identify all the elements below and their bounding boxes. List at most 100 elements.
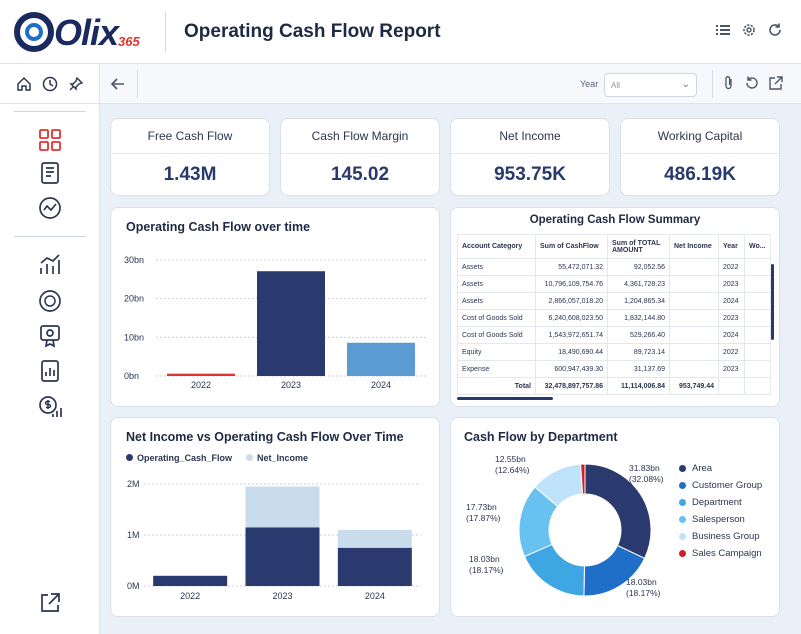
summary-table: Account Category Sum of CashFlow Sum of … [457,234,771,395]
open-external-icon[interactable] [768,75,784,91]
column-header[interactable]: Year [718,234,745,259]
operating-cash-flow-chart-card: Operating Cash Flow over time 0bn 10bn 20b… [110,207,440,407]
report-icon[interactable] [37,160,63,186]
legend-item[interactable]: Business Group [679,528,762,545]
table-cell [744,309,771,327]
back-arrow-icon[interactable] [108,74,128,94]
table-cell: 92,052.56 [607,258,670,276]
legend-label: Salesperson [692,514,745,525]
refresh-icon[interactable] [767,22,783,38]
divider [451,153,609,154]
logo-text: Olix [54,12,119,53]
kpi-value: 145.02 [330,164,390,185]
x-tick-label: 2022 [191,380,211,390]
net-income-vs-ocf-chart-card: Net Income vs Operating Cash Flow Over T… [110,417,440,617]
slice-value: 18.03bn [469,554,500,564]
legend-swatch [679,533,686,540]
legend-item[interactable]: Net_Income [246,453,308,463]
certificate-icon[interactable] [37,323,63,349]
bar-chart-icon[interactable] [37,252,63,278]
table-cell: 55,472,071.32 [535,258,608,276]
table-row[interactable]: Expense 600,947,439.30 31,137.69 2023 [457,360,771,378]
legend-item[interactable]: Area [679,460,762,477]
slice-label: 17.73bn (17.87%) [466,502,501,524]
legend-label: Department [692,497,742,508]
table-title: Operating Cash Flow Summary [529,214,701,226]
table-cell [669,360,719,378]
legend-item[interactable]: Sales Campaign [679,545,762,562]
app-logo: Olix 365 [14,10,146,54]
legend-item[interactable]: Customer Group [679,477,762,494]
legend-swatch [679,465,686,472]
column-header[interactable]: Account Category [457,234,536,259]
slice-percent: (12.64%) [495,465,530,475]
column-header[interactable]: Wo... [744,234,771,259]
table-cell [718,377,745,395]
table-row[interactable]: Assets 55,472,071.32 92,052.56 2022 [457,258,771,276]
y-tick-label: 2M [127,479,140,489]
kpi-label: Cash Flow Margin [311,129,409,143]
divider [621,153,779,154]
home-icon[interactable] [16,76,32,92]
legend-item[interactable]: Department [679,494,762,511]
table-cell: 2,866,057,018.20 [535,292,608,310]
column-header[interactable]: Sum of TOTAL AMOUNT [607,234,670,259]
horizontal-scrollbar[interactable] [457,397,553,400]
column-header[interactable]: Sum of CashFlow [535,234,608,259]
dashboard-grid-icon[interactable] [37,127,63,153]
table-row[interactable]: Assets 2,866,057,018.20 1,204,865.34 2024 [457,292,771,310]
paperclip-icon[interactable] [722,75,736,91]
table-row[interactable]: Cost of Goods Sold 1,543,972,651.74 529,26… [457,326,771,344]
table-cell: Expense [457,360,536,378]
dollar-growth-icon[interactable] [37,394,63,420]
y-tick-label: 30bn [124,255,144,265]
gear-icon[interactable] [741,22,757,38]
document-chart-icon[interactable] [37,358,63,384]
legend-item[interactable]: Operating_Cash_Flow [126,453,232,463]
donut-slice [580,463,586,495]
x-tick-label: 2023 [272,591,292,601]
list-icon[interactable] [715,22,731,38]
kpi-card-free-cash-flow: Free Cash Flow 1.43M [110,118,270,196]
year-select[interactable]: All ⌄ [604,73,697,97]
table-cell [744,275,771,293]
table-cell [744,377,771,395]
cash-flow-by-department-chart [518,463,652,597]
legend-label: Sales Campaign [692,548,762,559]
table-total-row: Total 32,478,897,757.86 11,114,006.84 953,7… [457,377,771,395]
y-tick-label: 0bn [124,371,139,381]
table-cell: 11,114,006.84 [607,377,670,395]
slice-percent: (18.17%) [626,588,661,598]
column-header[interactable]: Net Income [669,234,719,259]
table-cell [744,292,771,310]
vertical-scrollbar[interactable] [771,264,774,340]
table-cell [669,292,719,310]
finance-icon[interactable] [37,288,63,314]
legend-swatch [679,516,686,523]
table-cell [744,360,771,378]
legend-item[interactable]: Salesperson [679,511,762,528]
table-cell: 2023 [718,360,745,378]
table-row[interactable]: Equity 18,490,690.44 89,723.14 2022 [457,343,771,361]
year-select-value: All [611,81,620,90]
divider [14,111,86,112]
clock-icon[interactable] [42,76,58,92]
y-tick-label: 0M [127,581,140,591]
analytics-icon[interactable] [37,195,63,221]
table-cell [744,326,771,344]
pin-icon[interactable] [68,76,84,92]
table-row[interactable]: Cost of Goods Sold 6,240,608,023.50 1,832,… [457,309,771,327]
divider [137,70,138,98]
slice-label: 12.55bn (12.64%) [495,454,530,476]
table-row[interactable]: Assets 10,796,109,754.76 4,361,728.23 2023 [457,275,771,293]
external-link-icon[interactable] [37,590,63,616]
divider [165,12,166,52]
x-tick-label: 2024 [371,380,391,390]
reset-icon[interactable] [744,75,760,91]
table-cell: 32,478,897,757.86 [535,377,608,395]
x-tick-label: 2023 [281,380,301,390]
legend-label: Area [692,463,713,474]
cash-flow-by-department-card: Cash Flow by Department 31.83bn (32.08%) … [450,417,780,617]
legend-swatch [679,550,686,557]
slice-percent: (18.17%) [469,565,504,575]
